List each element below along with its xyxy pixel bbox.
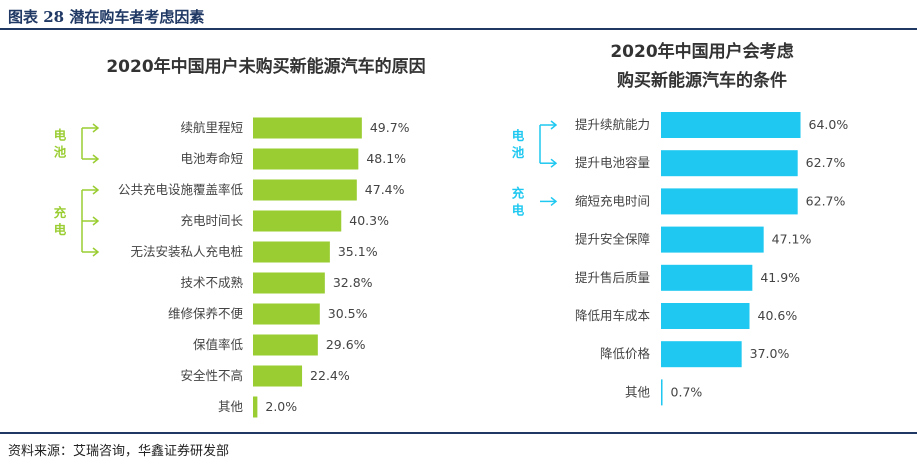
- category-label: 提升电池容量: [575, 155, 650, 170]
- bar: [253, 303, 320, 325]
- bar: [253, 210, 342, 232]
- value-label: 32.8%: [333, 275, 373, 290]
- arrow-head-icon: [550, 158, 558, 168]
- bar: [661, 188, 798, 215]
- bottom-rule: [0, 432, 917, 434]
- arrow-head-icon: [550, 196, 558, 206]
- value-label: 40.6%: [758, 308, 798, 323]
- left-chart-title: 2020年中国用户未购买新能源汽车的原因: [106, 56, 425, 77]
- group-label: 充电: [512, 185, 525, 217]
- value-label: 49.7%: [370, 120, 410, 135]
- value-label: 40.3%: [349, 213, 389, 228]
- bar: [661, 226, 764, 253]
- arrow-head-icon: [92, 185, 100, 195]
- value-label: 48.1%: [366, 151, 406, 166]
- left-bar-chart: 续航里程短 49.7% 电池寿命短 48.1% 公共充电设施覆盖率低 47.4% 充电时间长…: [54, 117, 410, 418]
- bar: [661, 379, 663, 406]
- value-label: 64.0%: [809, 117, 849, 132]
- group-label: 充电: [54, 205, 67, 237]
- value-label: 37.0%: [750, 346, 790, 361]
- figure-title: 图表 28 潜在购车者考虑因素: [8, 8, 205, 26]
- bar: [253, 241, 330, 263]
- value-label: 62.7%: [806, 155, 846, 170]
- bar: [253, 396, 258, 418]
- group-label: 电池: [54, 128, 67, 160]
- category-label: 保值率低: [193, 337, 244, 352]
- arrow-head-icon: [550, 120, 558, 130]
- arrow-head-icon: [92, 123, 100, 133]
- category-label: 提升售后质量: [575, 270, 650, 285]
- category-label: 电池寿命短: [180, 151, 243, 166]
- category-label: 无法安装私人充电桩: [130, 244, 243, 259]
- right-bar-chart: 提升续航能力 64.0% 提升电池容量 62.7% 缩短充电时间 62.7% 提升安全保障 4…: [512, 112, 849, 406]
- bar: [661, 341, 742, 368]
- bar: [661, 150, 798, 177]
- value-label: 41.9%: [760, 270, 800, 285]
- top-rule: [0, 28, 917, 30]
- bar: [661, 264, 753, 291]
- value-label: 62.7%: [806, 193, 846, 208]
- bar: [253, 148, 359, 170]
- value-label: 47.1%: [772, 232, 812, 247]
- bar: [253, 179, 357, 201]
- right-chart-title-line-2: 购买新能源汽车的条件: [617, 70, 787, 91]
- bar: [253, 272, 325, 294]
- category-label: 维修保养不便: [168, 306, 244, 321]
- value-label: 47.4%: [365, 182, 405, 197]
- category-label: 公共充电设施覆盖率低: [118, 182, 244, 197]
- value-label: 2.0%: [265, 399, 297, 414]
- bar: [253, 117, 362, 139]
- category-label: 提升续航能力: [575, 117, 650, 132]
- category-label: 续航里程短: [180, 120, 243, 135]
- category-label: 其他: [218, 399, 244, 414]
- right-chart-title-line-1: 2020年中国用户会考虑: [610, 41, 793, 62]
- value-label: 30.5%: [328, 306, 368, 321]
- category-label: 提升安全保障: [575, 232, 650, 247]
- category-label: 降低用车成本: [575, 308, 651, 323]
- value-label: 29.6%: [326, 337, 366, 352]
- bar: [253, 365, 303, 387]
- arrow-head-icon: [92, 154, 100, 164]
- value-label: 0.7%: [671, 384, 703, 399]
- category-label: 降低价格: [600, 346, 651, 361]
- value-label: 35.1%: [338, 244, 378, 259]
- source-note: 资料来源：艾瑞咨询，华鑫证券研发部: [8, 444, 230, 459]
- group-label: 电池: [512, 128, 525, 160]
- category-label: 技术不成熟: [180, 275, 243, 290]
- category-label: 缩短充电时间: [575, 193, 650, 208]
- bar: [661, 112, 801, 138]
- category-label: 其他: [625, 384, 651, 399]
- bar: [661, 303, 750, 329]
- bar: [253, 334, 318, 356]
- category-label: 安全性不高: [180, 368, 243, 383]
- value-label: 22.4%: [310, 368, 350, 383]
- category-label: 充电时间长: [180, 213, 243, 228]
- arrow-head-icon: [92, 247, 100, 257]
- arrow-head-icon: [92, 216, 100, 226]
